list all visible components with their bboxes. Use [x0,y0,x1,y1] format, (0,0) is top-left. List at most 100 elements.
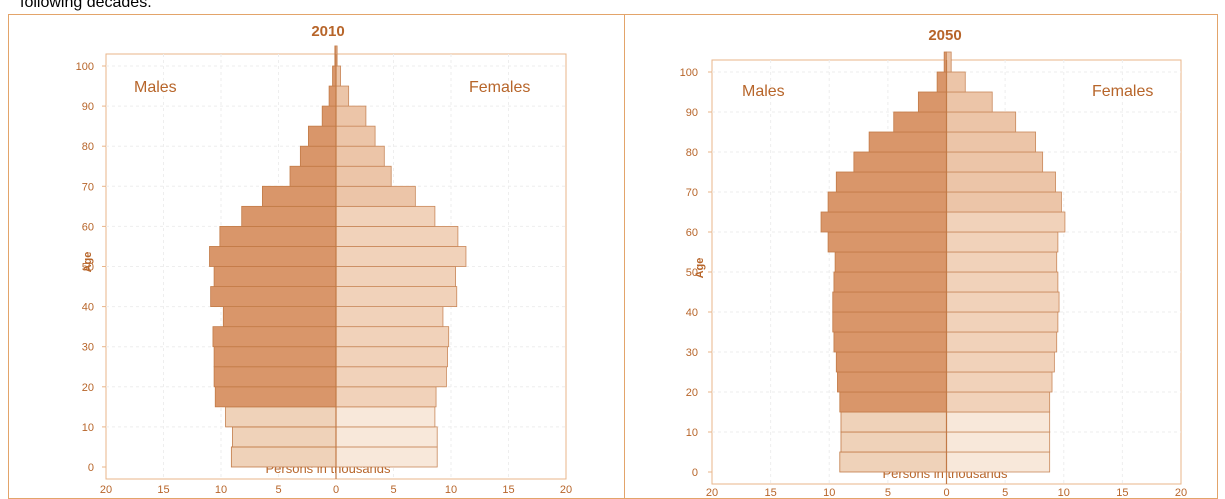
x-tick-label: 20 [100,484,112,496]
male-bar-55-59 [827,231,947,253]
y-axis-label: Age [82,252,94,273]
male-bar-45-49 [213,266,337,287]
female-bar-80-84 [946,131,1037,153]
y-tick-label: 10 [82,422,94,434]
male-bar-65-69 [827,191,947,213]
male-bar-85-89 [893,111,947,133]
female-bar-40-44 [946,291,1060,313]
x-tick-label: 5 [390,484,396,496]
y-tick-label: 90 [82,101,94,113]
y-tick-label: 30 [686,347,698,359]
male-bar-90-94 [328,85,337,107]
females-label: Females [469,79,530,96]
female-bar-40-44 [335,286,458,307]
females-label: Females [1092,83,1153,100]
x-tick-label: 10 [823,487,835,499]
y-tick-label: 40 [686,307,698,319]
male-bar-80-84 [307,125,337,147]
male-bar-10-14 [840,411,947,433]
male-bar-30-34 [212,326,337,348]
female-bar-85-89 [946,111,1017,133]
female-bar-30-34 [946,331,1058,353]
male-bar-70-74 [289,165,337,187]
y-tick-label: 100 [76,61,94,73]
x-tick-label: 10 [215,484,227,496]
x-tick-label: 15 [502,484,514,496]
x-tick-label: 10 [445,484,457,496]
male-bar-30-34 [833,331,947,353]
population-pyramid-2050: 2050 Males Females Age Persons in thousa… [680,27,1187,499]
female-bar-30-34 [335,326,450,348]
y-axis-label: Age [694,258,706,279]
male-bar-0-4 [839,451,947,473]
female-bar-25-29 [335,346,448,368]
female-bar-100+ [946,51,952,73]
male-bar-40-44 [832,291,947,313]
female-bar-70-74 [335,165,392,187]
male-bar-75-79 [299,145,337,167]
female-bar-5-9 [946,431,1051,453]
female-bar-0-4 [946,451,1051,473]
y-tick-label: 20 [82,382,94,394]
chart-title: 2010 [311,23,344,40]
y-tick-label: 100 [680,67,698,79]
female-bar-90-94 [946,91,993,113]
male-bar-5-9 [840,431,947,453]
female-bar-45-49 [946,271,1059,293]
x-tick-label: 15 [157,484,169,496]
female-bar-15-19 [335,386,437,408]
x-tick-label: 15 [765,487,777,499]
male-bar-35-39 [832,311,947,333]
female-bar-50-54 [946,251,1058,273]
y-tick-label: 20 [686,387,698,399]
male-bar-95-99 [936,71,947,93]
female-bar-10-14 [335,406,436,428]
female-bar-20-24 [946,371,1053,393]
male-bar-85-89 [321,105,337,127]
male-bar-25-29 [213,346,337,368]
male-bar-80-84 [868,131,947,153]
female-bar-85-89 [335,105,367,127]
x-tick-label: 0 [333,484,339,496]
x-tick-label: 5 [1002,487,1008,499]
y-tick-label: 70 [686,187,698,199]
chart-title: 2050 [928,27,961,44]
x-tick-label: 20 [1175,487,1187,499]
intro-text: following decades. [20,0,152,11]
x-tick-label: 20 [706,487,718,499]
male-bar-20-24 [213,366,337,388]
male-bar-20-24 [837,371,947,393]
frame-divider [624,14,625,499]
female-bar-0-4 [335,446,438,468]
male-bar-35-39 [222,306,337,328]
female-bar-70-74 [946,171,1056,193]
female-bar-75-79 [946,151,1044,173]
y-tick-label: 80 [686,147,698,159]
male-bar-65-69 [261,185,337,207]
female-bar-50-54 [335,246,467,267]
female-bar-95-99 [335,65,341,87]
male-bar-0-4 [230,446,337,468]
male-bar-75-79 [853,151,947,173]
x-tick-label: 15 [1116,487,1128,499]
males-label: Males [742,83,785,100]
x-tick-label: 10 [1058,487,1070,499]
female-bar-25-29 [946,351,1055,373]
female-bar-60-64 [335,205,436,227]
male-bar-40-44 [210,286,337,307]
female-bar-65-69 [946,191,1062,213]
y-tick-label: 50 [686,267,698,279]
male-bar-25-29 [835,351,947,373]
population-pyramid-2010: 2010 Males Females Age Persons in thousa… [76,23,572,496]
y-tick-label: 40 [82,302,94,314]
y-tick-label: 50 [82,262,94,274]
female-bar-75-79 [335,145,385,167]
female-bar-35-39 [946,311,1059,333]
male-bar-70-74 [835,171,947,193]
male-bar-5-9 [232,426,337,448]
x-tick-label: 5 [885,487,891,499]
female-bar-90-94 [335,85,350,107]
y-tick-label: 60 [686,227,698,239]
y-tick-label: 10 [686,427,698,439]
male-bar-10-14 [225,406,337,428]
